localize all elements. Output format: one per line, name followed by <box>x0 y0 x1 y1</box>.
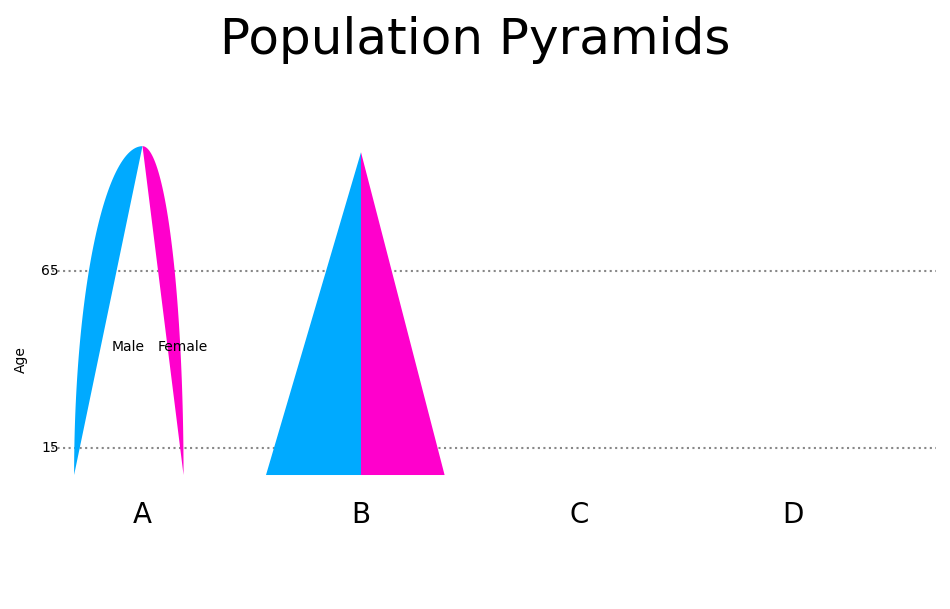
Text: A: A <box>133 501 152 529</box>
Text: C: C <box>570 501 589 529</box>
Text: B: B <box>352 501 370 529</box>
Text: 15: 15 <box>41 441 59 454</box>
Polygon shape <box>142 146 183 475</box>
Polygon shape <box>700 152 793 475</box>
Polygon shape <box>496 171 580 475</box>
Text: D: D <box>783 501 804 529</box>
Text: Female: Female <box>158 340 207 354</box>
Polygon shape <box>266 152 361 475</box>
Text: Male: Male <box>112 340 144 354</box>
Polygon shape <box>74 146 142 475</box>
Polygon shape <box>580 171 663 475</box>
Text: Age: Age <box>14 346 28 373</box>
Polygon shape <box>361 152 445 475</box>
Text: Population Pyramids: Population Pyramids <box>219 16 731 63</box>
Text: 65: 65 <box>41 264 59 278</box>
Polygon shape <box>793 152 886 475</box>
